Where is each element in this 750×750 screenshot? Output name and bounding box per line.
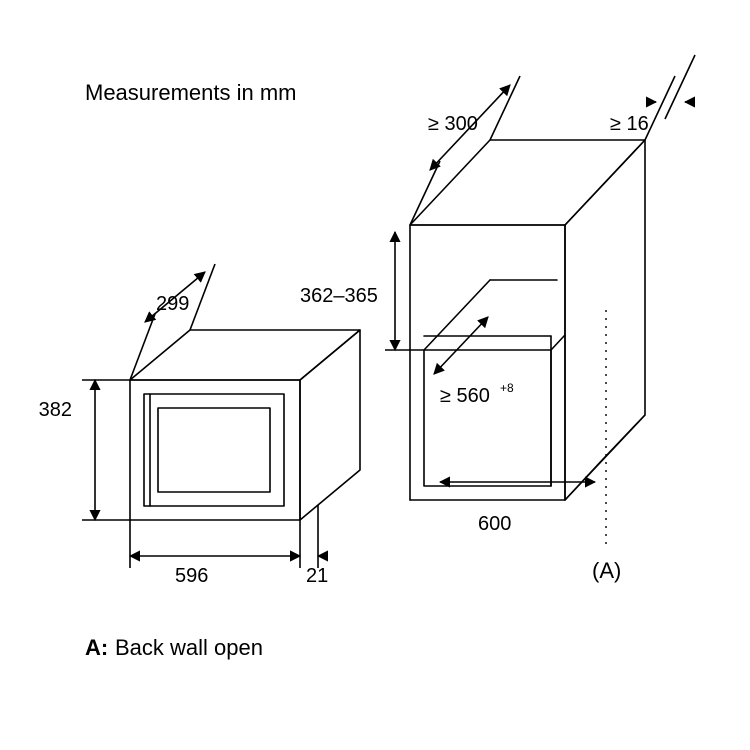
cabinet-unit (410, 140, 645, 500)
dim-cavity-height (385, 232, 424, 350)
dim-top-depth-value: ≥ 300 (428, 113, 478, 135)
dim-appliance-height-value: 382 (39, 399, 72, 421)
dim-appliance-depth-value: 299 (156, 293, 189, 315)
footnote-label: A: (85, 635, 108, 660)
dim-appliance-width (130, 520, 300, 568)
dim-cavity-depth-tol: +8 (500, 381, 514, 395)
dim-cavity-height-value: 362–365 (300, 285, 378, 307)
reference-a-label: (A) (592, 558, 621, 583)
appliance-unit (130, 330, 360, 520)
dim-side-clear-value: ≥ 16 (610, 113, 649, 135)
dim-front-protrusion (290, 505, 328, 568)
dim-appliance-height (82, 380, 130, 520)
footnote-text: Back wall open (115, 635, 263, 660)
dim-cavity-depth-value: ≥ 560 (440, 385, 490, 407)
dim-front-protrusion-value: 21 (306, 565, 328, 587)
dim-cavity-depth (434, 317, 488, 374)
title-text: Measurements in mm (85, 80, 297, 105)
dim-cabinet-width (440, 415, 645, 500)
dim-top-depth (410, 76, 520, 225)
dim-appliance-width-value: 596 (175, 565, 208, 587)
dim-appliance-depth (130, 264, 215, 380)
dim-cabinet-width-value: 600 (478, 513, 511, 535)
dim-side-clear (645, 55, 695, 140)
